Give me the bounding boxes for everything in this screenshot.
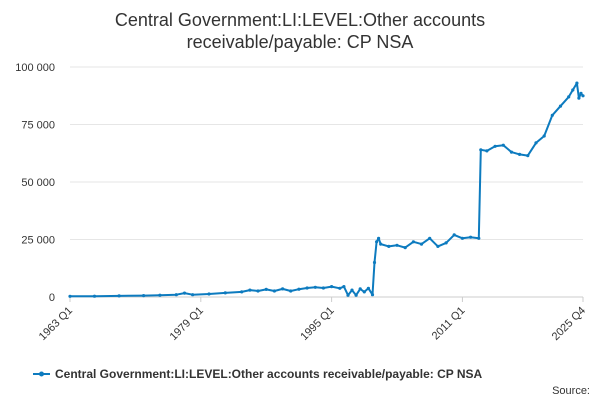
x-axis: 1963 Q1 1979 Q1 1995 Q1 2011 Q1 2025 Q4: [37, 297, 588, 343]
y-axis-labels: 0 25 000 50 000 75 000 100 000: [15, 62, 55, 304]
data-point[interactable]: [248, 288, 252, 292]
data-point[interactable]: [387, 244, 391, 248]
x-tick-label: 1963 Q1: [37, 305, 75, 343]
data-point[interactable]: [366, 286, 370, 290]
data-point[interactable]: [330, 285, 334, 289]
data-point[interactable]: [419, 242, 424, 246]
data-point[interactable]: [444, 241, 448, 245]
data-point[interactable]: [579, 91, 583, 95]
data-point[interactable]: [358, 287, 362, 291]
data-point[interactable]: [428, 236, 432, 240]
data-point[interactable]: [338, 286, 342, 290]
data-point[interactable]: [346, 293, 350, 297]
data-point[interactable]: [223, 291, 227, 295]
grid-lines: [70, 66, 583, 298]
data-point[interactable]: [581, 94, 585, 98]
data-point[interactable]: [289, 289, 293, 293]
series-line[interactable]: [69, 82, 584, 298]
y-tick-label: 50 000: [21, 177, 55, 189]
data-point[interactable]: [281, 287, 285, 291]
data-point[interactable]: [493, 144, 497, 148]
data-point[interactable]: [395, 243, 399, 247]
x-tick-label: 1979 Q1: [168, 305, 206, 343]
data-point[interactable]: [469, 235, 473, 239]
y-tick-label: 75 000: [21, 120, 55, 132]
series-layer: [68, 81, 585, 298]
x-tick-label: 1995 Q1: [298, 305, 336, 343]
x-tick-label: 2025 Q4: [550, 305, 588, 343]
data-point[interactable]: [370, 293, 375, 297]
chart-title: Central Government:LI:LEVEL:Other accoun…: [115, 10, 485, 52]
data-point[interactable]: [542, 134, 546, 138]
data-point[interactable]: [313, 285, 317, 289]
data-point[interactable]: [509, 150, 514, 154]
data-point[interactable]: [577, 96, 581, 100]
data-point[interactable]: [372, 260, 377, 265]
data-point[interactable]: [567, 95, 571, 99]
data-point[interactable]: [571, 88, 575, 92]
source-label: Source:: [552, 385, 590, 397]
data-point[interactable]: [174, 293, 178, 297]
legend-label: Central Government:LI:LEVEL:Other accoun…: [55, 367, 483, 381]
data-point[interactable]: [354, 293, 358, 297]
data-point[interactable]: [321, 286, 325, 290]
data-point[interactable]: [477, 236, 481, 240]
data-point[interactable]: [305, 286, 309, 290]
data-point[interactable]: [142, 294, 146, 298]
data-point[interactable]: [558, 104, 563, 108]
data-point[interactable]: [297, 287, 301, 291]
y-tick-label: 100 000: [15, 62, 55, 74]
data-point[interactable]: [264, 287, 268, 291]
data-point[interactable]: [501, 143, 505, 147]
data-point[interactable]: [452, 233, 456, 237]
y-tick-label: 0: [49, 292, 55, 304]
data-point[interactable]: [485, 149, 489, 153]
chart-title-line-1: Central Government:LI:LEVEL:Other accoun…: [115, 10, 485, 30]
data-point[interactable]: [240, 290, 244, 294]
data-point[interactable]: [342, 285, 346, 289]
data-point[interactable]: [207, 292, 211, 296]
data-point[interactable]: [460, 236, 464, 240]
data-point[interactable]: [377, 236, 381, 240]
data-point[interactable]: [191, 293, 195, 297]
data-point[interactable]: [479, 148, 483, 152]
data-point[interactable]: [256, 289, 260, 293]
y-tick-label: 25 000: [21, 235, 55, 247]
legend-dot-marker: [39, 371, 44, 377]
chart-title-line-2: receivable/payable: CP NSA: [187, 32, 414, 52]
data-point[interactable]: [117, 294, 121, 298]
data-point[interactable]: [534, 141, 538, 145]
data-point[interactable]: [526, 154, 530, 158]
data-point[interactable]: [68, 294, 72, 298]
legend[interactable]: Central Government:LI:LEVEL:Other accoun…: [33, 367, 483, 381]
data-point[interactable]: [550, 113, 554, 117]
data-point[interactable]: [411, 240, 415, 244]
data-point[interactable]: [375, 240, 379, 244]
data-point[interactable]: [362, 290, 366, 294]
x-tick-label: 2011 Q1: [430, 305, 468, 343]
data-point[interactable]: [272, 289, 276, 293]
data-point[interactable]: [403, 246, 407, 250]
data-point[interactable]: [158, 293, 162, 297]
data-point[interactable]: [350, 288, 354, 292]
data-point[interactable]: [182, 291, 187, 295]
data-point[interactable]: [379, 242, 383, 246]
data-point[interactable]: [436, 244, 440, 248]
data-point[interactable]: [518, 152, 522, 156]
data-point[interactable]: [575, 81, 579, 85]
data-point[interactable]: [92, 294, 97, 298]
